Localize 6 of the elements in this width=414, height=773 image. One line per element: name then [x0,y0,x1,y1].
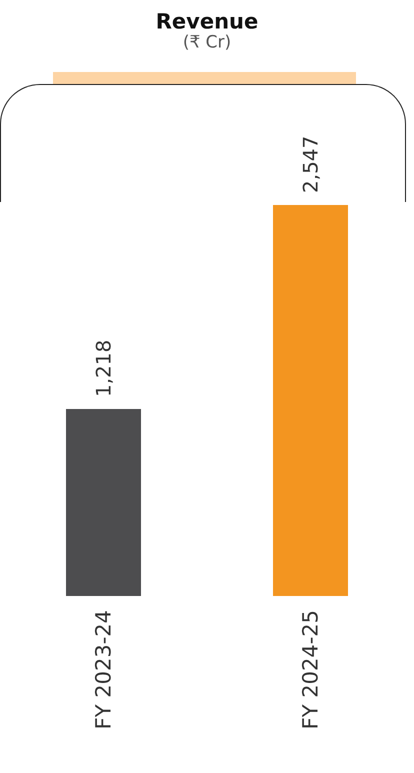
chart-subtitle: (₹ Cr) [182,32,232,52]
x-tick-label: FY 2023-24 [92,610,116,730]
x-tick-label: FY 2024-25 [298,610,322,730]
chart-title: Revenue [156,10,258,34]
data-label: 1,218 [92,340,116,398]
data-label: 2,547 [298,136,322,193]
